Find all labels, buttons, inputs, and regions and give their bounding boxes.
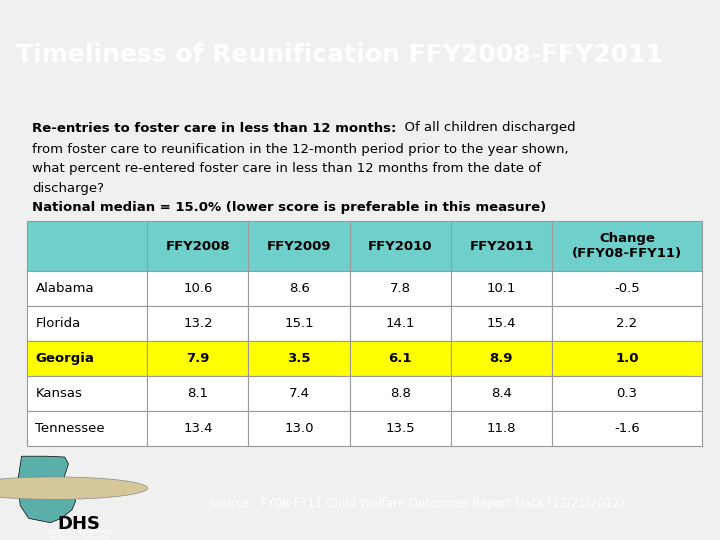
Bar xyxy=(451,410,552,445)
Bar xyxy=(27,271,148,306)
Text: Change
(FFY08-FFY11): Change (FFY08-FFY11) xyxy=(572,232,682,260)
Text: -0.5: -0.5 xyxy=(614,282,640,295)
Text: 6.1: 6.1 xyxy=(389,352,412,365)
Text: FFY2008: FFY2008 xyxy=(166,240,230,253)
Text: 7.4: 7.4 xyxy=(289,387,310,400)
Bar xyxy=(350,306,451,341)
Text: FFY2009: FFY2009 xyxy=(267,240,331,253)
Bar xyxy=(27,306,148,341)
Bar xyxy=(451,221,552,271)
Text: 8.9: 8.9 xyxy=(490,352,513,365)
Bar xyxy=(350,376,451,410)
Bar xyxy=(350,410,451,445)
Text: 8.8: 8.8 xyxy=(390,387,410,400)
Text: 3.5: 3.5 xyxy=(287,352,311,365)
Text: Georgia: Georgia xyxy=(35,352,94,365)
Text: Of all children discharged: Of all children discharged xyxy=(396,122,575,134)
Bar xyxy=(451,341,552,376)
Text: DHS: DHS xyxy=(58,516,101,534)
Polygon shape xyxy=(18,456,76,523)
Text: Re-entries to foster care in less than 12 months:: Re-entries to foster care in less than 1… xyxy=(32,122,397,134)
Bar xyxy=(350,341,451,376)
Text: 10.1: 10.1 xyxy=(487,282,516,295)
Bar xyxy=(148,221,248,271)
Bar xyxy=(248,341,350,376)
Bar xyxy=(451,271,552,306)
Text: Tennessee: Tennessee xyxy=(35,422,105,435)
Text: 7.9: 7.9 xyxy=(186,352,210,365)
Bar xyxy=(248,376,350,410)
Text: 15.1: 15.1 xyxy=(284,316,314,329)
Text: Timeliness of Reunification FFY2008-FFY2011: Timeliness of Reunification FFY2008-FFY2… xyxy=(16,43,663,66)
Bar xyxy=(27,341,148,376)
Text: 14.1: 14.1 xyxy=(385,316,415,329)
Text: Kansas: Kansas xyxy=(35,387,82,400)
Bar xyxy=(148,376,248,410)
Bar xyxy=(552,341,702,376)
Bar xyxy=(451,376,552,410)
Text: National median = 15.0% (lower score is preferable in this measure): National median = 15.0% (lower score is … xyxy=(32,201,546,214)
Bar xyxy=(27,376,148,410)
Bar xyxy=(27,410,148,445)
Bar xyxy=(148,341,248,376)
Text: Source:  FY08-FY11 Child Welfare Outcomes Report Data (12/21/2012): Source: FY08-FY11 Child Welfare Outcomes… xyxy=(209,497,624,510)
Bar xyxy=(552,410,702,445)
Bar xyxy=(451,306,552,341)
Text: from foster care to reunification in the 12-month period prior to the year shown: from foster care to reunification in the… xyxy=(32,143,569,156)
Text: what percent re-entered foster care in less than 12 months from the date of: what percent re-entered foster care in l… xyxy=(32,162,541,175)
Text: Alabama: Alabama xyxy=(35,282,94,295)
Text: 8.4: 8.4 xyxy=(491,387,512,400)
Bar xyxy=(552,376,702,410)
Text: Florida: Florida xyxy=(35,316,81,329)
Bar xyxy=(148,410,248,445)
Bar xyxy=(148,306,248,341)
Text: discharge?: discharge? xyxy=(32,182,104,195)
Text: 13.0: 13.0 xyxy=(284,422,314,435)
Bar xyxy=(552,306,702,341)
Text: 2.2: 2.2 xyxy=(616,316,638,329)
Text: 8.1: 8.1 xyxy=(187,387,208,400)
Text: -1.6: -1.6 xyxy=(614,422,640,435)
Bar xyxy=(248,221,350,271)
Bar xyxy=(27,221,148,271)
Bar xyxy=(552,271,702,306)
Text: FFY2011: FFY2011 xyxy=(469,240,534,253)
Bar xyxy=(350,271,451,306)
Text: 15.4: 15.4 xyxy=(487,316,516,329)
Bar xyxy=(248,271,350,306)
Text: 10.6: 10.6 xyxy=(183,282,212,295)
Text: Georgia Department
of Human Services: Georgia Department of Human Services xyxy=(47,529,112,540)
Circle shape xyxy=(0,477,148,500)
Text: 7.8: 7.8 xyxy=(390,282,411,295)
Text: 11.8: 11.8 xyxy=(487,422,516,435)
Text: FFY2010: FFY2010 xyxy=(368,240,433,253)
Text: 13.2: 13.2 xyxy=(183,316,212,329)
Bar xyxy=(552,221,702,271)
Bar xyxy=(248,306,350,341)
Text: 1.0: 1.0 xyxy=(616,352,639,365)
Bar xyxy=(350,221,451,271)
Text: 13.4: 13.4 xyxy=(183,422,212,435)
Text: 0.3: 0.3 xyxy=(616,387,637,400)
Bar xyxy=(248,410,350,445)
Text: 13.5: 13.5 xyxy=(385,422,415,435)
Bar xyxy=(148,271,248,306)
Text: 8.6: 8.6 xyxy=(289,282,310,295)
